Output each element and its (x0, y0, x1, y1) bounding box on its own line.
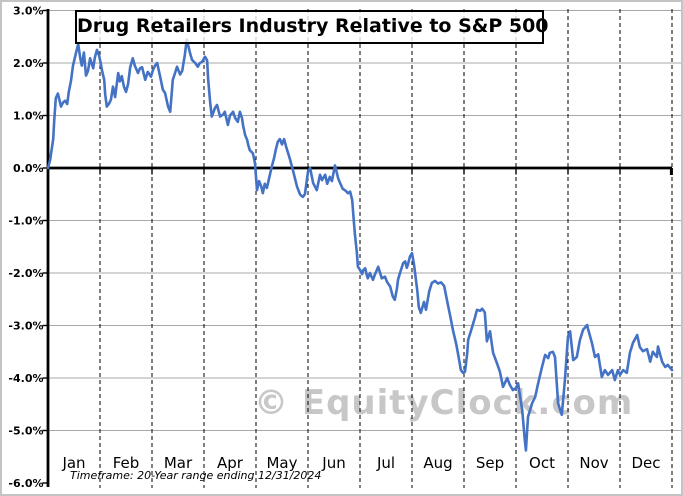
chart-title-box: Drug Retailers Industry Relative to S&P … (75, 10, 549, 44)
x-axis-label: Nov (579, 454, 608, 472)
chart-title: Drug Retailers Industry Relative to S&P … (77, 15, 549, 37)
y-axis-label: 1.0% (13, 110, 44, 123)
x-axis-label: Dec (631, 454, 660, 472)
y-axis-label: -2.0% (8, 267, 43, 280)
x-axis-label: Jul (376, 454, 395, 472)
x-axis-label: Jan (61, 454, 85, 472)
y-axis-label: 3.0% (13, 5, 44, 18)
x-axis-label: Oct (529, 454, 555, 472)
x-axis-label: Aug (423, 454, 452, 472)
timeframe-footnote: Timeframe: 20-Year range ending 12/31/20… (70, 469, 322, 482)
x-axis-label: Apr (217, 454, 244, 472)
y-axis-label: -6.0% (8, 477, 43, 490)
y-axis-label: 2.0% (13, 57, 44, 70)
y-axis-label: -4.0% (8, 372, 43, 385)
x-axis-label: Sep (476, 454, 504, 472)
x-axis-label: Feb (113, 454, 140, 472)
x-axis-label: Jun (321, 454, 345, 472)
y-axis-label: 0.0% (13, 162, 44, 175)
y-axis-label: -5.0% (8, 425, 43, 438)
equityclock-watermark: © EquityClock.com (254, 383, 634, 423)
x-axis-label: Mar (164, 454, 193, 472)
y-axis-label: -3.0% (8, 320, 43, 333)
x-axis-label: May (266, 454, 297, 472)
series-line (46, 38, 674, 452)
y-axis-label: -1.0% (8, 215, 43, 228)
